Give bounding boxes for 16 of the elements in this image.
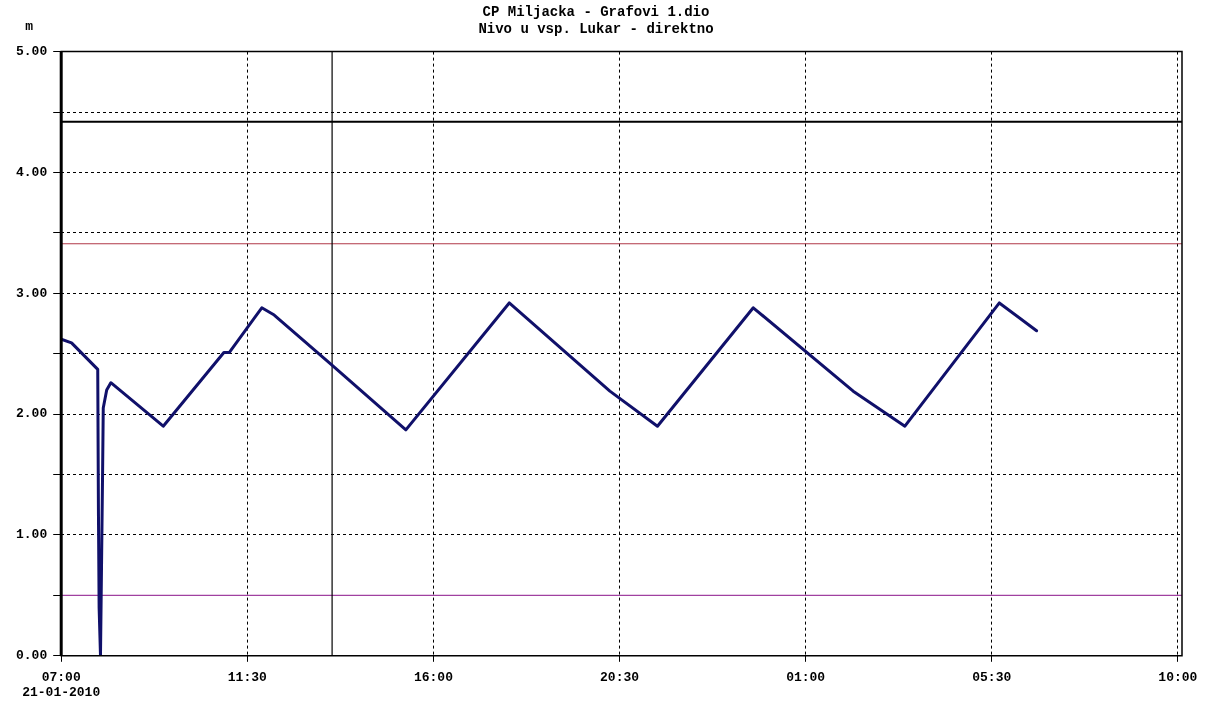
x-tick-label: 10:00: [1158, 669, 1198, 685]
y-axis-title: m: [25, 18, 34, 34]
y-tick-label: 5.00: [15, 43, 48, 59]
x-tick-label: 01:00: [786, 669, 826, 685]
y-tick-label: 1.00: [15, 527, 48, 543]
y-tick-label: 2.00: [15, 406, 48, 422]
chart-title: CP Miljacka - Grafovi 1.dio: [482, 3, 710, 20]
x-tick-label: 16:00: [413, 669, 454, 685]
y-tick-label: 4.00: [15, 164, 48, 180]
x-tick-label: 11:30: [227, 669, 268, 685]
y-tick-label: 3.00: [15, 285, 48, 301]
x-tick-label: 20:30: [600, 669, 640, 685]
chart-subtitle: Nivo u vsp. Lukar - direktno: [478, 20, 714, 37]
x-tick-label: 07:00 21-01-2010: [22, 669, 101, 701]
y-tick-label: 0.00: [15, 648, 48, 664]
x-tick-label: 05:30: [972, 669, 1012, 685]
